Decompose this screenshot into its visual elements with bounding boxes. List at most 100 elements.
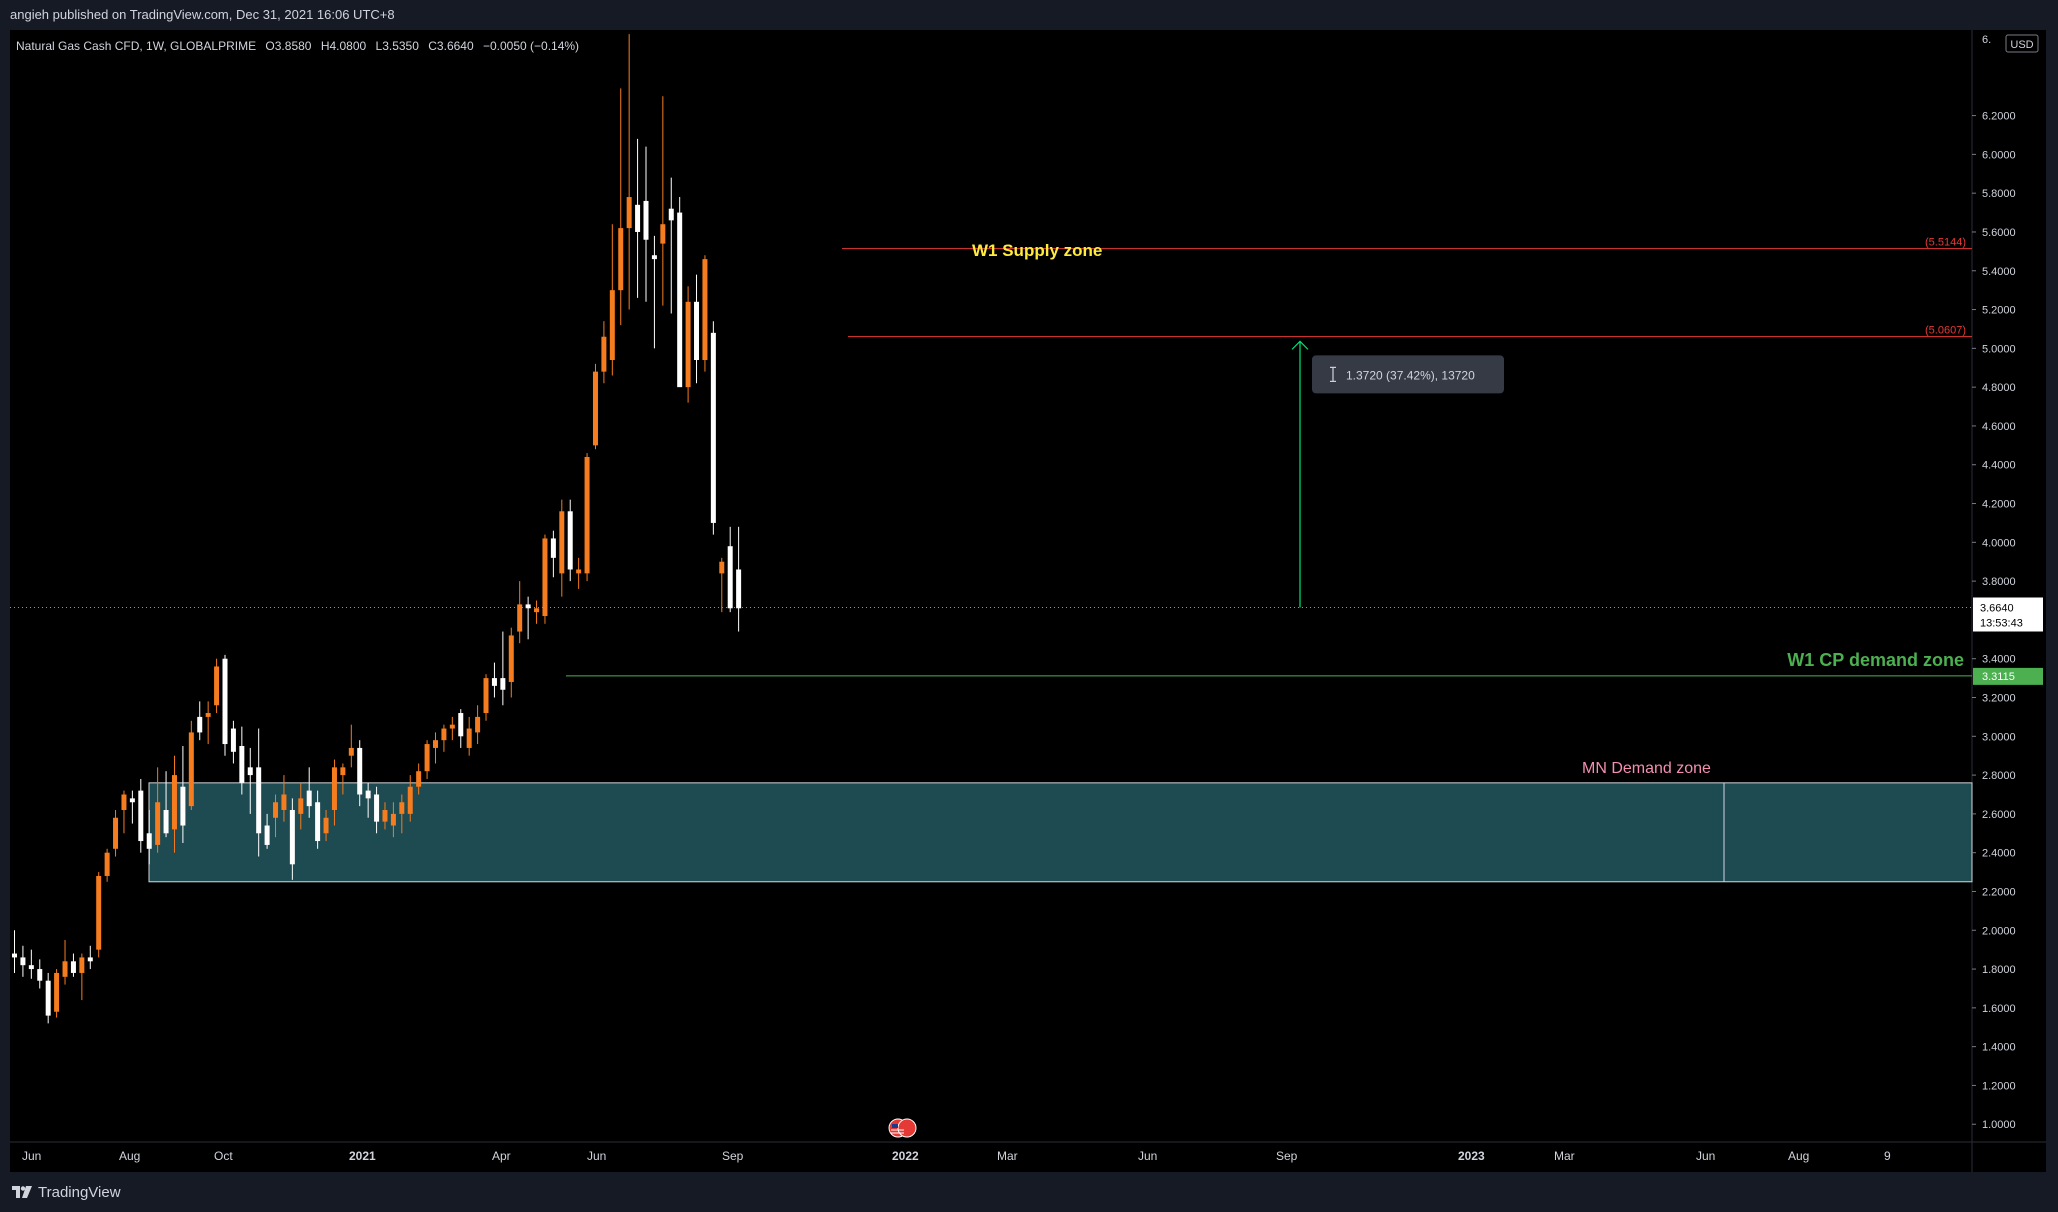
candle-body[interactable] xyxy=(146,833,152,849)
candle-body[interactable] xyxy=(197,716,203,733)
candle-body[interactable] xyxy=(205,713,211,717)
candle-body[interactable] xyxy=(441,728,447,741)
candle-body[interactable] xyxy=(584,456,590,574)
measure-arrow-head xyxy=(1291,340,1309,350)
candle-body[interactable] xyxy=(20,957,26,966)
candle-body[interactable] xyxy=(702,259,708,360)
candle-body[interactable] xyxy=(592,371,598,446)
us-flag-events-icon[interactable] xyxy=(888,1118,917,1138)
candle-body[interactable] xyxy=(433,740,438,748)
candle-body[interactable] xyxy=(626,197,632,229)
candle-body[interactable] xyxy=(155,802,161,845)
candle-body[interactable] xyxy=(483,678,489,714)
candle-body[interactable] xyxy=(390,813,396,826)
candle-body[interactable] xyxy=(163,810,169,834)
candle-body[interactable] xyxy=(449,724,455,729)
candle-body[interactable] xyxy=(618,228,624,291)
candle-body[interactable] xyxy=(466,728,472,748)
candle-body[interactable] xyxy=(54,972,60,1012)
candle-body[interactable] xyxy=(694,301,700,360)
candle-body[interactable] xyxy=(416,771,422,787)
candle-body[interactable] xyxy=(37,969,43,981)
candle-body[interactable] xyxy=(727,546,733,609)
candle-body[interactable] xyxy=(635,204,641,232)
candlestick-chart[interactable]: MN Demand zone (5.5144) (5.0607) W1 Supp… xyxy=(10,30,2046,1172)
candle-body[interactable] xyxy=(736,569,742,609)
cp-demand-zone-label: W1 CP demand zone xyxy=(1787,650,1964,670)
candle-body[interactable] xyxy=(96,875,102,950)
candle-body[interactable] xyxy=(609,290,615,360)
candle-body[interactable] xyxy=(340,767,346,776)
candle-body[interactable] xyxy=(273,802,279,818)
candle-body[interactable] xyxy=(188,732,194,807)
candle-body[interactable] xyxy=(348,747,354,756)
candle-body[interactable] xyxy=(331,767,337,811)
candle-body[interactable] xyxy=(62,961,68,977)
candle-body[interactable] xyxy=(424,744,430,772)
candle-body[interactable] xyxy=(677,212,683,388)
candle-body[interactable] xyxy=(315,802,321,842)
candle-body[interactable] xyxy=(601,336,607,372)
candle-body[interactable] xyxy=(357,747,363,795)
candle-body[interactable] xyxy=(374,794,380,822)
candle-body[interactable] xyxy=(508,635,514,682)
candle-body[interactable] xyxy=(685,301,691,388)
candle-body[interactable] xyxy=(222,658,228,745)
candle-body[interactable] xyxy=(256,767,262,834)
candle-body[interactable] xyxy=(230,728,236,752)
candle-body[interactable] xyxy=(28,965,34,970)
candle-body[interactable] xyxy=(399,802,405,814)
candle-body[interactable] xyxy=(70,961,76,973)
time-axis-label: Jun xyxy=(1138,1149,1157,1163)
candle-body[interactable] xyxy=(264,825,270,845)
mn-demand-zone[interactable] xyxy=(148,782,1973,883)
candle-body[interactable] xyxy=(79,957,85,973)
candle-body[interactable] xyxy=(45,980,51,1016)
candle-body[interactable] xyxy=(306,790,312,807)
candle-body[interactable] xyxy=(407,786,413,814)
candle-body[interactable] xyxy=(491,678,497,686)
candle-body[interactable] xyxy=(576,569,582,574)
candle-body[interactable] xyxy=(475,716,481,733)
candle-body[interactable] xyxy=(104,852,110,876)
candle-body[interactable] xyxy=(660,224,666,244)
candle-body[interactable] xyxy=(567,511,573,570)
tradingview-brand[interactable]: TradingView xyxy=(12,1184,121,1201)
candle-body[interactable] xyxy=(87,957,93,962)
price-tick-label: 2.8000 xyxy=(1982,770,2016,782)
candle-body[interactable] xyxy=(129,798,135,803)
candle-body[interactable] xyxy=(365,790,371,799)
candle-body[interactable] xyxy=(719,561,725,574)
candle-body[interactable] xyxy=(534,608,540,613)
candle-body[interactable] xyxy=(651,255,657,260)
currency-button[interactable] xyxy=(2005,34,2039,53)
candle-body[interactable] xyxy=(239,745,245,783)
candle-body[interactable] xyxy=(298,798,304,814)
candle-body[interactable] xyxy=(550,538,556,558)
candle-body[interactable] xyxy=(458,713,464,737)
cp-price-badge xyxy=(1973,667,2043,685)
candle-body[interactable] xyxy=(138,790,144,842)
time-axis-label: Oct xyxy=(214,1149,233,1163)
candle-body[interactable] xyxy=(12,953,17,958)
candle-body[interactable] xyxy=(668,208,674,221)
mn-demand-zone-label: MN Demand zone xyxy=(1582,760,1711,777)
candle-body[interactable] xyxy=(559,511,565,574)
candle-body[interactable] xyxy=(517,604,523,632)
candle-body[interactable] xyxy=(247,767,253,776)
candle-body[interactable] xyxy=(180,786,186,826)
candle-body[interactable] xyxy=(525,604,531,609)
candle-body[interactable] xyxy=(289,810,295,865)
candle-body[interactable] xyxy=(382,810,388,822)
candle-body[interactable] xyxy=(643,200,649,240)
candle-body[interactable] xyxy=(542,538,548,617)
candle-body[interactable] xyxy=(323,817,329,834)
chart-frame[interactable]: MN Demand zone (5.5144) (5.0607) W1 Supp… xyxy=(10,30,2046,1172)
candle-body[interactable] xyxy=(281,794,287,811)
candle-body[interactable] xyxy=(171,775,177,830)
candle-body[interactable] xyxy=(710,332,716,523)
candle-body[interactable] xyxy=(214,666,220,706)
candle-body[interactable] xyxy=(113,817,119,849)
candle-body[interactable] xyxy=(121,794,127,811)
candle-body[interactable] xyxy=(500,678,506,690)
